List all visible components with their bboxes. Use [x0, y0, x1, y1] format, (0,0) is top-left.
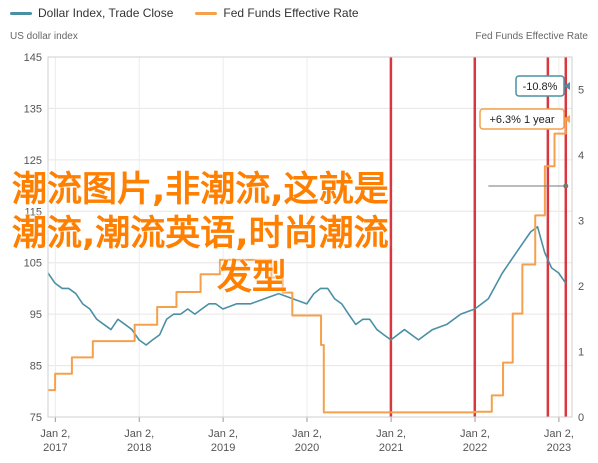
x-tick-label-month: Jan 2,	[292, 428, 322, 440]
legend-swatch-dollar-index	[10, 11, 32, 15]
callout-pointer	[564, 115, 570, 123]
x-tick-label-year: 2021	[379, 442, 403, 454]
right-tick-label: 1	[578, 347, 584, 359]
x-tick-label-year: 2018	[127, 442, 151, 454]
left-tick-label: 85	[30, 361, 42, 373]
right-tick-label: 2	[578, 281, 584, 293]
x-tick-label-year: 2019	[211, 442, 235, 454]
callout-label: +6.3% 1 year	[489, 114, 554, 126]
x-tick-label-month: Jan 2,	[124, 428, 154, 440]
right-tick-label: 4	[578, 150, 584, 162]
callout-pointer	[564, 82, 570, 90]
x-tick-label-month: Jan 2,	[376, 428, 406, 440]
left-tick-label: 105	[24, 258, 42, 270]
legend-item-fed-funds[interactable]: Fed Funds Effective Rate	[195, 6, 359, 20]
guide-dot	[563, 183, 569, 189]
axes: 145 135 125 115 105 95 85 75 5 4 3 2 1 0 Jan 2, 2017 Jan…	[24, 52, 584, 454]
plot-frame	[47, 56, 573, 418]
right-tick-label: 5	[578, 85, 584, 97]
legend: Dollar Index, Trade Close Fed Funds Effe…	[10, 2, 359, 24]
x-tick-label-year: 2020	[295, 442, 319, 454]
left-tick-label: 75	[30, 412, 42, 424]
legend-label-fed-funds: Fed Funds Effective Rate	[223, 6, 359, 20]
left-axis-title: US dollar index	[10, 31, 78, 42]
legend-label-dollar-index: Dollar Index, Trade Close	[38, 6, 174, 20]
right-tick-label: 3	[578, 216, 584, 228]
x-tick-label-year: 2023	[547, 442, 571, 454]
right-tick-label: 0	[578, 412, 584, 424]
right-axis-title: Fed Funds Effective Rate	[475, 31, 588, 42]
x-tick-label-year: 2017	[43, 442, 67, 454]
left-tick-label: 115	[24, 206, 42, 218]
x-tick-label-month: Jan 2,	[208, 428, 238, 440]
callout-label: -10.8%	[523, 81, 558, 93]
left-tick-label: 125	[24, 155, 42, 167]
left-tick-label: 145	[24, 52, 42, 64]
left-tick-label: 95	[30, 309, 42, 321]
left-tick-label: 135	[24, 103, 42, 115]
series-line-fed-funds	[48, 117, 567, 414]
series-line-dollar-index	[47, 225, 567, 346]
legend-item-dollar-index[interactable]: Dollar Index, Trade Close	[10, 6, 173, 20]
callouts: -10.8% +6.3% 1 year	[479, 75, 570, 189]
series-lines	[47, 117, 567, 414]
legend-swatch-fed-funds	[195, 11, 218, 15]
x-tick-label-year: 2022	[463, 442, 487, 454]
x-tick-label-month: Jan 2,	[40, 428, 70, 440]
x-tick-label-month: Jan 2,	[460, 428, 490, 440]
x-tick-label-month: Jan 2,	[544, 428, 574, 440]
